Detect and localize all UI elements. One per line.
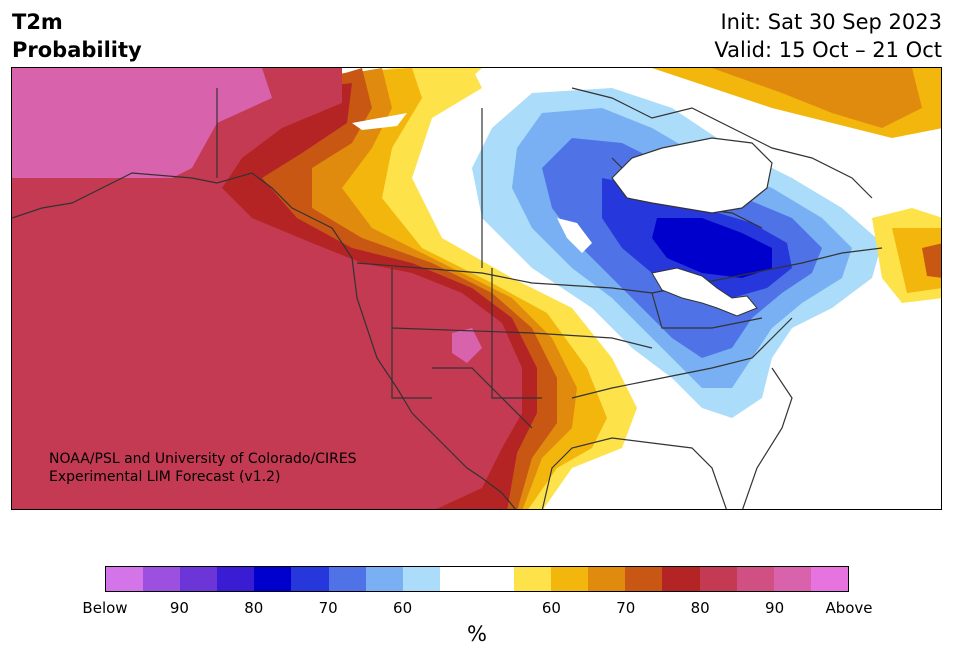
colorbar-segment xyxy=(662,567,700,591)
variable-label: T2m xyxy=(12,10,63,34)
forecast-map xyxy=(11,67,942,510)
warm-zone-90 xyxy=(12,68,272,178)
colorbar-segment xyxy=(625,567,663,591)
colorbar-unit: % xyxy=(467,622,487,646)
colorbar-tick-label: 90 xyxy=(765,599,785,617)
credit-line-1: NOAA/PSL and University of Colorado/CIRE… xyxy=(49,451,357,467)
colorbar-segment xyxy=(439,567,477,591)
colorbar-tick-label: 60 xyxy=(393,599,413,617)
colorbar-segment xyxy=(143,567,181,591)
init-date: Init: Sat 30 Sep 2023 xyxy=(720,10,942,34)
product-label: Probability xyxy=(12,38,142,62)
colorbar-tick-label: 60 xyxy=(541,599,561,617)
colorbar xyxy=(105,566,849,592)
warm-ne-60 xyxy=(892,228,941,293)
colorbar-segment xyxy=(254,567,292,591)
colorbar-segment xyxy=(217,567,255,591)
warm-ne-70 xyxy=(922,243,941,278)
cold-zone-75 xyxy=(652,218,772,278)
colorbar-segment xyxy=(810,567,848,591)
borders xyxy=(12,87,883,509)
great-slave-lake xyxy=(352,113,407,130)
canada-lake xyxy=(557,218,592,253)
colorbar-tick-label: 80 xyxy=(690,599,710,617)
credit-line-2: Experimental LIM Forecast (v1.2) xyxy=(49,469,281,485)
colorbar-segment xyxy=(476,567,515,591)
colorbar-tick-label: Below xyxy=(82,599,128,617)
colorbar-segment xyxy=(291,567,329,591)
colorbar-segment xyxy=(588,567,626,591)
warm-greenland-65 xyxy=(712,68,922,128)
colorbar-tick-label: 80 xyxy=(244,599,264,617)
map-canvas xyxy=(12,68,941,509)
credit-text: NOAA/PSL and University of Colorado/CIRE… xyxy=(49,450,357,486)
colorbar-segment xyxy=(180,567,218,591)
colorbar-segment xyxy=(773,567,811,591)
colorbar-segment xyxy=(699,567,737,591)
colorbar-tick-label: Above xyxy=(825,599,873,617)
date-info: Init: Sat 30 Sep 2023 Valid: 15 Oct – 21… xyxy=(714,8,942,64)
colorbar-tick-label: 70 xyxy=(318,599,338,617)
colorbar-segment xyxy=(402,567,440,591)
warm-zone-80 xyxy=(12,68,522,509)
hudson-bay xyxy=(611,137,773,214)
colorbar-segment xyxy=(736,567,774,591)
colorbar-segment xyxy=(551,567,589,591)
colorbar-segment xyxy=(514,567,552,591)
colorbar-tick-label: 90 xyxy=(169,599,189,617)
valid-range: Valid: 15 Oct – 21 Oct xyxy=(714,38,942,62)
colorbar-tick-label: 70 xyxy=(616,599,636,617)
colorbar-segment xyxy=(365,567,403,591)
great-lakes xyxy=(651,267,758,317)
map-title: T2m Probability xyxy=(12,8,142,64)
warm-arctic-55 xyxy=(412,68,482,90)
warm-zone-90-sw xyxy=(452,328,482,363)
colorbar-segment xyxy=(328,567,366,591)
colorbar-segment xyxy=(106,567,144,591)
